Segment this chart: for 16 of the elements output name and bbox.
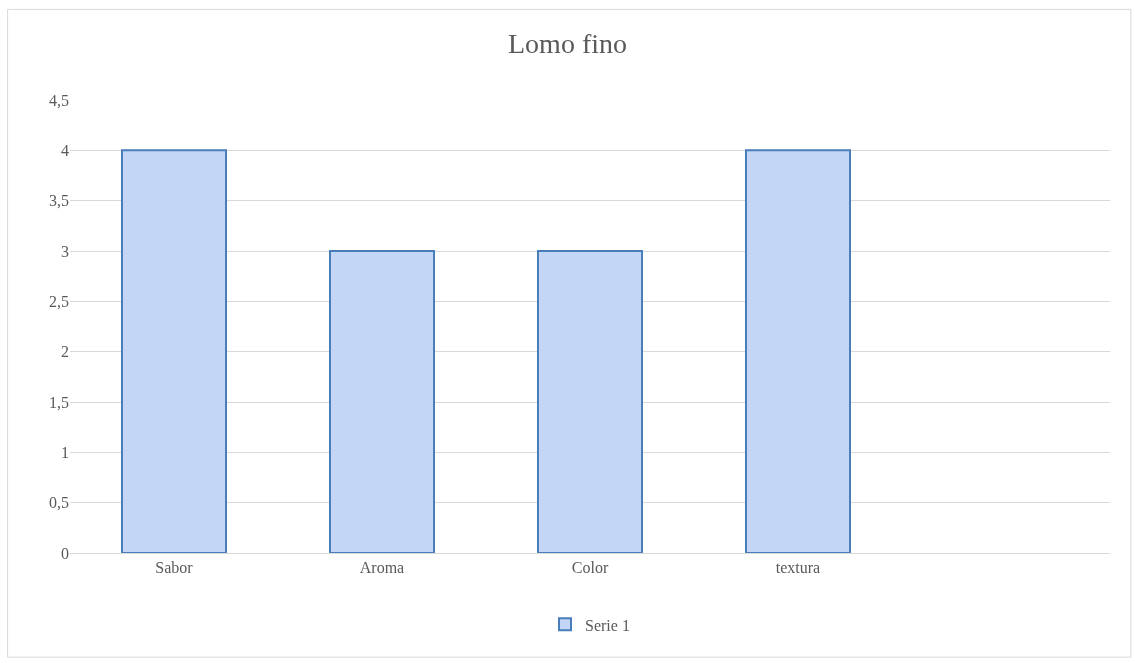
y-tick-label: 0 <box>61 544 69 562</box>
x-tick-label: Color <box>571 559 609 577</box>
x-tick-label: Aroma <box>359 559 405 577</box>
y-tick-label: 0,5 <box>49 494 69 512</box>
y-tick-label: 3,5 <box>49 192 69 210</box>
y-tick-label: 4,5 <box>49 91 69 109</box>
y-tick-label: 2,5 <box>49 292 69 310</box>
x-tick-label: textura <box>775 559 821 577</box>
y-tick-label: 4 <box>61 141 69 159</box>
chart-title: Lomo fino <box>508 27 627 59</box>
y-tick-label: 3 <box>61 242 69 260</box>
x-tick-label: Sabor <box>155 559 194 577</box>
legend-label: Serie 1 <box>585 616 630 634</box>
y-tick-label: 1 <box>61 443 69 461</box>
y-tick-label: 2 <box>61 343 69 361</box>
y-tick-label: 1,5 <box>49 393 69 411</box>
